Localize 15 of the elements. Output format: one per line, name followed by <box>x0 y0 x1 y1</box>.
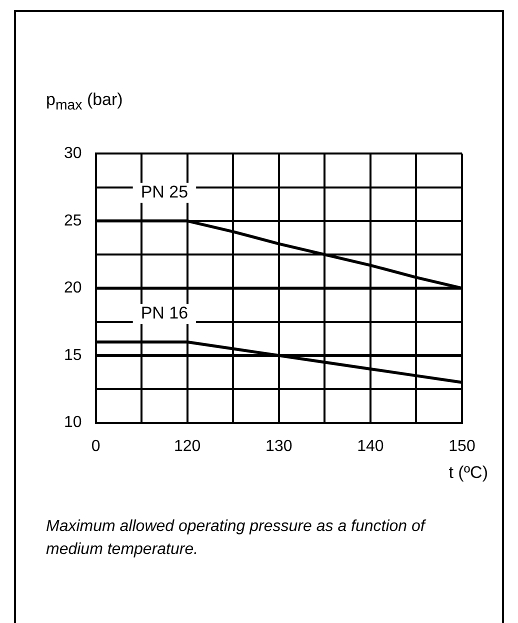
x-tick-label: 130 <box>266 438 292 455</box>
x-tick-label: 0 <box>91 438 100 455</box>
y-tick-label: 30 <box>64 145 82 162</box>
series-label: PN 16 <box>140 304 188 323</box>
y-tick-label: 10 <box>64 414 82 432</box>
x-tick-label: 120 <box>174 438 201 455</box>
x-axis-title: t (ºC) <box>448 463 488 483</box>
y-tick-label: 25 <box>64 212 82 230</box>
y-axis-title: p$_{max}$ (bar) <box>46 90 123 114</box>
series-label: PN 25 <box>140 182 188 202</box>
x-tick-label: 150 <box>448 438 476 455</box>
y-tick-label: 20 <box>64 280 82 297</box>
text: Maximum allowed operating pressure as a function of medium temperature. <box>46 517 428 560</box>
y-tick-label: 15 <box>64 346 82 364</box>
x-tick-label: 140 <box>357 438 384 455</box>
